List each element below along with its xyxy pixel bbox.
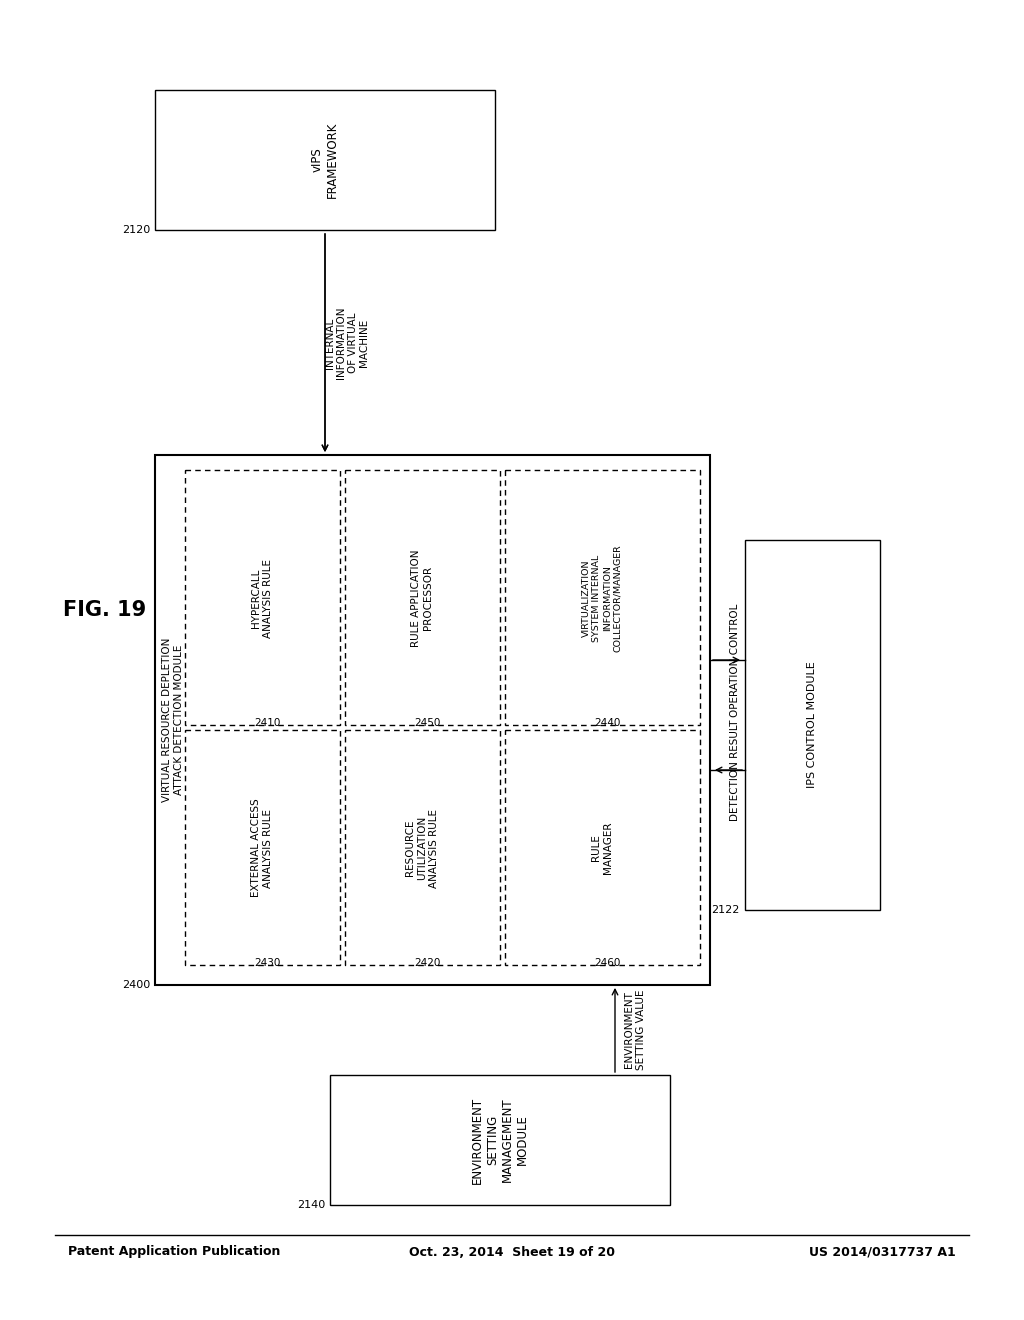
Text: OPERATION CONTROL: OPERATION CONTROL bbox=[730, 603, 740, 717]
Text: VIRTUAL RESOURCE DEPLETION
ATTACK DETECTION MODULE: VIRTUAL RESOURCE DEPLETION ATTACK DETECT… bbox=[162, 638, 183, 803]
Text: 2400: 2400 bbox=[122, 979, 150, 990]
Text: 2410: 2410 bbox=[254, 718, 281, 729]
Bar bbox=[505, 470, 700, 725]
Bar bbox=[185, 730, 340, 965]
Text: Oct. 23, 2014  Sheet 19 of 20: Oct. 23, 2014 Sheet 19 of 20 bbox=[409, 1246, 615, 1258]
Text: 2430: 2430 bbox=[254, 958, 281, 968]
Text: EXTERNAL ACCESS
ANALYSIS RULE: EXTERNAL ACCESS ANALYSIS RULE bbox=[251, 799, 272, 898]
Text: vIPS
FRAMEWORK: vIPS FRAMEWORK bbox=[311, 121, 339, 198]
Bar bbox=[345, 470, 500, 725]
Text: 2440: 2440 bbox=[594, 718, 621, 729]
Bar bbox=[345, 730, 500, 965]
Text: FIG. 19: FIG. 19 bbox=[63, 601, 146, 620]
Text: 2450: 2450 bbox=[414, 718, 440, 729]
Text: IPS CONTROL MODULE: IPS CONTROL MODULE bbox=[807, 661, 817, 788]
Text: 2420: 2420 bbox=[414, 958, 440, 968]
Text: RULE APPLICATION
PROCESSOR: RULE APPLICATION PROCESSOR bbox=[412, 549, 433, 647]
Text: 2140: 2140 bbox=[297, 1200, 325, 1210]
Bar bbox=[330, 1074, 670, 1205]
Text: Patent Application Publication: Patent Application Publication bbox=[68, 1246, 281, 1258]
Bar bbox=[185, 470, 340, 725]
Text: US 2014/0317737 A1: US 2014/0317737 A1 bbox=[809, 1246, 956, 1258]
Text: RULE
MANAGER: RULE MANAGER bbox=[591, 822, 612, 874]
Text: ENVIRONMENT
SETTING VALUE: ENVIRONMENT SETTING VALUE bbox=[625, 990, 646, 1071]
Text: VIRTUALIZATION
SYSTEM INTERNAL
INFORMATION
COLLECTOR/MANAGER: VIRTUALIZATION SYSTEM INTERNAL INFORMATI… bbox=[582, 544, 623, 652]
Text: RESOURCE
UTILIZATION
ANALYSIS RULE: RESOURCE UTILIZATION ANALYSIS RULE bbox=[406, 808, 438, 887]
Text: 2122: 2122 bbox=[712, 906, 740, 915]
Bar bbox=[155, 90, 495, 230]
Text: 2120: 2120 bbox=[122, 224, 150, 235]
Bar bbox=[505, 730, 700, 965]
Bar bbox=[155, 455, 710, 985]
Text: HYPERCALL
ANALYSIS RULE: HYPERCALL ANALYSIS RULE bbox=[251, 558, 272, 638]
Text: ENVIRONMENT
SETTING
MANAGEMENT
MODULE: ENVIRONMENT SETTING MANAGEMENT MODULE bbox=[471, 1097, 529, 1184]
Text: DETECTION RESULT: DETECTION RESULT bbox=[730, 719, 740, 821]
Bar bbox=[745, 540, 880, 909]
Text: 2460: 2460 bbox=[594, 958, 621, 968]
Text: INTERNAL
INFORMATION
OF VIRTUAL
MACHINE: INTERNAL INFORMATION OF VIRTUAL MACHINE bbox=[325, 306, 370, 379]
